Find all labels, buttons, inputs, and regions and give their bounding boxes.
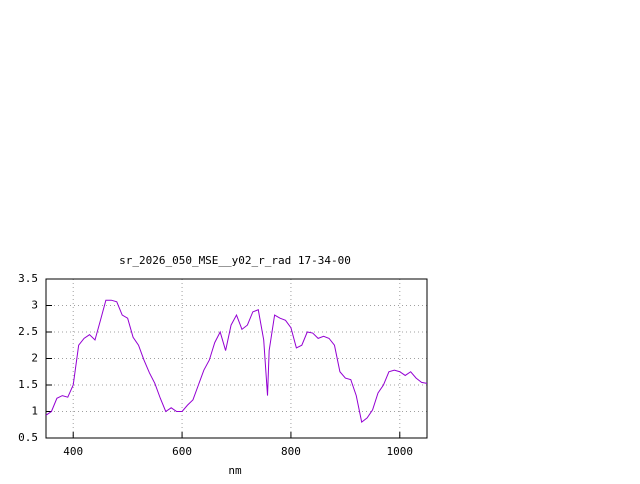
chart-title: sr_2026_050_MSE__y02_r_rad 17-34-00 — [119, 254, 351, 267]
y-tick-label: 0.5 — [18, 431, 38, 444]
y-tick-label: 1 — [31, 405, 38, 418]
y-tick-label: 2 — [31, 352, 38, 365]
y-tick-label: 2.5 — [18, 325, 38, 338]
x-tick-label: 1000 — [387, 445, 414, 458]
y-tick-label: 1.5 — [18, 378, 38, 391]
y-tick-label: 3 — [31, 299, 38, 312]
x-tick-label: 800 — [281, 445, 301, 458]
x-tick-label: 400 — [63, 445, 83, 458]
x-axis-label: nm — [228, 464, 242, 477]
x-tick-label: 600 — [172, 445, 192, 458]
plot-frame — [45, 278, 428, 439]
data-line — [45, 299, 428, 423]
y-tick-label: 3.5 — [18, 272, 38, 285]
